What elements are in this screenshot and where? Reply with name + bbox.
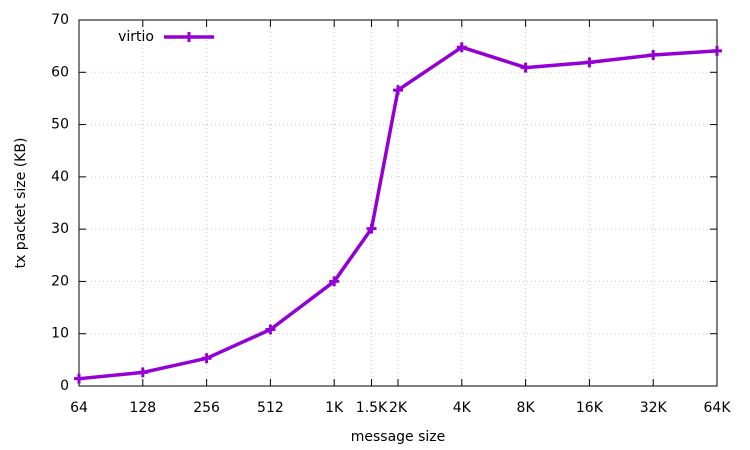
x-tick-label: 4K: [453, 400, 472, 416]
x-tick-label: 2K: [389, 400, 408, 416]
point-marker: [456, 42, 467, 53]
plot-frame: [78, 19, 718, 387]
y-tick-label: 50: [51, 117, 69, 133]
x-tick-label: 16K: [576, 400, 604, 416]
point-marker: [520, 62, 531, 73]
x-tick-label: 32K: [640, 400, 668, 416]
point-marker: [584, 57, 595, 68]
point-marker: [265, 324, 276, 335]
y-tick-label: 20: [51, 273, 69, 289]
series-line: [78, 45, 718, 381]
point-marker: [137, 367, 148, 378]
x-tick-label: 512: [257, 400, 284, 416]
y-tick-label: 70: [51, 12, 69, 28]
y-tick-label: 30: [51, 221, 69, 237]
point-marker: [366, 223, 377, 234]
point-marker: [648, 50, 659, 61]
y-axis-label: tx packet size (KB): [13, 138, 29, 269]
x-tick-label: 64: [70, 400, 88, 416]
y-tick-label: 40: [51, 169, 69, 185]
x-axis-label: message size: [351, 429, 446, 445]
x-tick-label: 256: [193, 400, 220, 416]
x-tick-label: 64K: [704, 400, 732, 416]
y-tick-label: 0: [60, 378, 69, 394]
x-tick-label: 1K: [325, 400, 344, 416]
legend-label: virtio: [118, 29, 154, 45]
y-tick-label: 60: [51, 64, 69, 80]
x-tick-label: 1.5K: [356, 400, 388, 416]
point-marker: [329, 276, 340, 287]
x-tick-label: 128: [129, 400, 156, 416]
legend-marker: [184, 32, 194, 42]
point-marker: [201, 353, 212, 364]
point-marker: [74, 373, 84, 384]
x-tick-label: 8K: [517, 400, 536, 416]
y-tick-label: 10: [51, 326, 69, 342]
point-marker: [393, 85, 403, 96]
point-marker: [712, 45, 722, 56]
